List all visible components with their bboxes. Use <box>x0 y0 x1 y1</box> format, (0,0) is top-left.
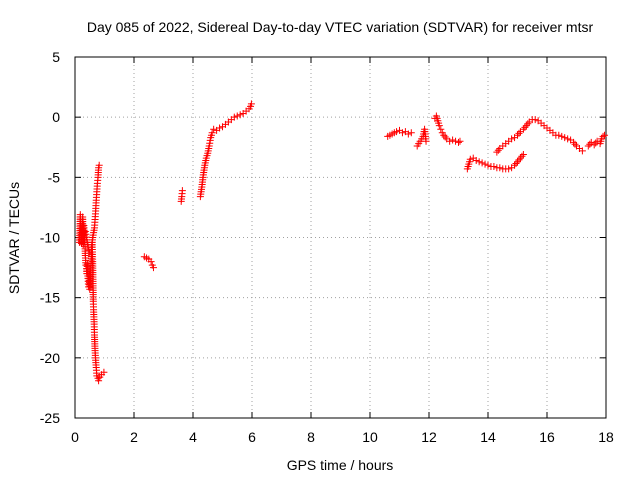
data-point <box>149 264 157 272</box>
data-point <box>493 148 501 156</box>
data-point <box>481 160 489 168</box>
data-point <box>496 164 504 172</box>
data-point <box>521 123 529 131</box>
data-point <box>578 147 586 155</box>
grid <box>75 57 606 418</box>
data-point <box>512 159 520 167</box>
axis-ticks <box>74 56 607 419</box>
data-point <box>586 140 594 148</box>
data-point <box>441 133 449 141</box>
data-point <box>178 187 186 195</box>
data-point <box>208 129 216 137</box>
data-points <box>75 100 609 385</box>
data-point <box>531 116 539 124</box>
x-tick-label: 18 <box>598 429 614 445</box>
x-tick-label: 2 <box>130 429 138 445</box>
data-point <box>571 140 579 148</box>
y-tick-label: -25 <box>40 410 60 426</box>
data-point <box>230 113 238 121</box>
data-point <box>561 134 569 142</box>
data-point <box>494 146 502 154</box>
y-tick-labels: -25 -20 -15 -10 -5 0 5 <box>40 49 60 426</box>
data-point <box>437 125 445 133</box>
data-point <box>440 131 448 139</box>
x-tick-label: 0 <box>71 429 79 445</box>
data-point <box>456 137 464 145</box>
data-point <box>515 129 523 137</box>
data-point <box>555 131 563 139</box>
plot-frame <box>74 56 607 419</box>
data-point <box>210 125 218 133</box>
data-point <box>446 137 454 145</box>
data-point <box>86 249 94 257</box>
data-point <box>511 161 519 169</box>
x-tick-label: 8 <box>307 429 315 445</box>
data-point <box>407 129 415 137</box>
x-tick-label: 6 <box>248 429 256 445</box>
x-axis-label: GPS time / hours <box>287 457 394 473</box>
data-point <box>508 135 516 143</box>
data-point <box>475 158 483 166</box>
chart-title: Day 085 of 2022, Sidereal Day-to-day VTE… <box>87 19 594 35</box>
x-tick-label: 14 <box>480 429 496 445</box>
data-point <box>522 122 530 130</box>
data-point <box>95 377 103 385</box>
data-point <box>524 120 532 128</box>
data-point <box>601 131 609 139</box>
data-point <box>519 125 527 133</box>
data-point <box>516 154 524 162</box>
data-point <box>564 135 572 143</box>
data-point <box>518 152 526 160</box>
data-point <box>490 163 498 171</box>
data-point <box>519 150 527 158</box>
data-point <box>398 129 406 137</box>
x-tick-label: 4 <box>189 429 197 445</box>
data-point <box>404 130 412 138</box>
data-point <box>95 161 103 169</box>
y-tick-label: 5 <box>52 49 60 65</box>
x-tick-labels: 0 2 4 6 8 10 12 14 16 18 <box>71 429 614 445</box>
data-point <box>584 142 592 150</box>
x-tick-label: 10 <box>362 429 378 445</box>
data-point <box>599 132 607 140</box>
data-point <box>449 136 457 144</box>
data-point <box>236 111 244 119</box>
y-axis-label: SDTVAR / TECUs <box>6 182 22 294</box>
y-tick-label: -20 <box>40 350 60 366</box>
data-point <box>435 122 443 130</box>
data-point <box>558 132 566 140</box>
data-point <box>590 141 598 149</box>
data-point <box>514 131 521 139</box>
data-point <box>505 165 513 173</box>
data-point <box>422 137 430 145</box>
data-point <box>216 124 224 132</box>
x-tick-label: 16 <box>539 429 555 445</box>
y-tick-label: -5 <box>48 169 61 185</box>
data-point <box>466 155 474 163</box>
y-tick-label: 0 <box>52 109 60 125</box>
data-point <box>233 112 241 120</box>
x-tick-label: 12 <box>421 429 437 445</box>
y-tick-label: -10 <box>40 230 60 246</box>
data-point <box>514 158 521 166</box>
data-point <box>147 258 155 266</box>
data-point <box>570 138 578 146</box>
data-point <box>472 156 480 164</box>
data-point <box>515 156 523 164</box>
data-point <box>592 139 600 147</box>
data-point <box>247 100 255 108</box>
data-point <box>455 138 462 146</box>
data-point <box>484 161 492 169</box>
y-tick-label: -15 <box>40 290 60 306</box>
data-point <box>478 159 486 167</box>
data-point <box>393 128 401 136</box>
data-point <box>100 368 108 376</box>
